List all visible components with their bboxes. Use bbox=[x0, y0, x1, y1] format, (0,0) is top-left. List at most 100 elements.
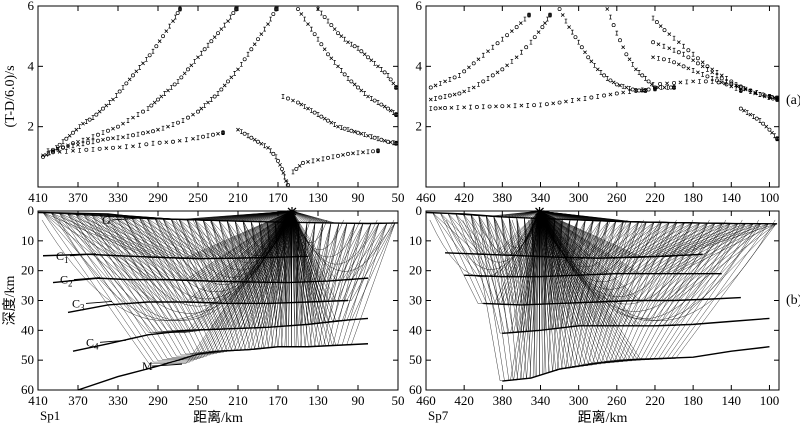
observed-point bbox=[149, 103, 154, 108]
error-bar-point bbox=[263, 143, 266, 149]
error-bar-point bbox=[672, 35, 676, 41]
calculated-point bbox=[627, 57, 632, 62]
calculated-point bbox=[316, 7, 320, 11]
observed-point bbox=[242, 57, 247, 62]
calculated-point bbox=[462, 105, 467, 110]
error-bar-point bbox=[513, 103, 517, 109]
observed-point bbox=[319, 42, 324, 47]
y-tick-label: 4 bbox=[28, 58, 35, 73]
scatter-series bbox=[51, 130, 225, 155]
diving-ray bbox=[539, 210, 759, 321]
diving-ray bbox=[276, 210, 293, 235]
shot-point-marker bbox=[287, 207, 297, 216]
observed-point bbox=[672, 85, 677, 90]
error-bar-point bbox=[316, 112, 320, 117]
observed-point bbox=[686, 48, 691, 53]
y-tick-label: 10 bbox=[21, 233, 34, 248]
calculated-point bbox=[111, 136, 115, 141]
error-bar-point bbox=[481, 52, 485, 58]
observed-point bbox=[212, 94, 217, 99]
error-bar-point bbox=[546, 16, 549, 22]
observed-point bbox=[131, 73, 135, 78]
x-tick-label: 100 bbox=[760, 393, 780, 408]
calculated-point bbox=[111, 97, 115, 102]
layer-label-g: G bbox=[102, 213, 143, 227]
y-tick-label: 20 bbox=[21, 263, 34, 278]
error-bar-point bbox=[631, 61, 635, 67]
scatter-series bbox=[291, 148, 380, 175]
x-tick-label: 260 bbox=[607, 393, 627, 408]
calculated-point bbox=[66, 143, 70, 148]
x-axis-title: 距离/km bbox=[193, 409, 243, 426]
calculated-point bbox=[443, 79, 447, 84]
calculated-point bbox=[252, 42, 257, 47]
observed-point bbox=[249, 135, 254, 140]
calculated-point bbox=[651, 55, 655, 60]
calculated-point bbox=[111, 126, 115, 131]
calculated-point bbox=[191, 136, 195, 141]
calculated-point bbox=[462, 89, 467, 94]
error-bar-point bbox=[520, 49, 523, 55]
observed-point bbox=[447, 93, 452, 98]
observed-point bbox=[738, 106, 743, 111]
calculated-point bbox=[686, 66, 691, 71]
calculated-point bbox=[177, 138, 182, 143]
calculated-point bbox=[536, 30, 541, 35]
observed-point bbox=[329, 23, 334, 28]
calculated-point bbox=[352, 82, 357, 87]
y-tick-label: 2 bbox=[28, 119, 35, 134]
error-bar-point bbox=[662, 43, 666, 49]
shot-point-label: Sp7 bbox=[428, 408, 449, 423]
calculated-point bbox=[97, 109, 102, 114]
error-bar-point bbox=[310, 108, 313, 113]
calculated-point bbox=[388, 108, 393, 113]
observed-point bbox=[548, 13, 552, 17]
panel-a-right: 460 420 380 340 300 260 220 180 140 100 2 4 6 bbox=[416, 0, 780, 205]
calculated-point bbox=[376, 148, 380, 153]
calculated-point bbox=[634, 67, 638, 72]
layer-leader-line bbox=[99, 339, 127, 343]
observed-point bbox=[668, 85, 673, 90]
error-bar-point bbox=[283, 174, 286, 180]
observed-point bbox=[312, 110, 317, 115]
calculated-point bbox=[560, 13, 565, 17]
observed-point bbox=[654, 20, 659, 25]
diving-ray bbox=[291, 210, 328, 243]
error-bar-point bbox=[701, 72, 704, 77]
error-bar-point bbox=[203, 103, 206, 108]
observed-point bbox=[573, 35, 578, 40]
layer-label-text: C4 bbox=[86, 335, 99, 351]
calculated-point bbox=[676, 62, 681, 67]
calculated-point bbox=[583, 50, 587, 55]
layer-label-c4: C4 bbox=[86, 335, 127, 351]
x-tick-label: 130 bbox=[308, 393, 328, 408]
error-bar-point bbox=[363, 132, 366, 138]
error-bar-point bbox=[71, 143, 75, 149]
error-bar-point bbox=[370, 96, 373, 101]
observed-point bbox=[557, 100, 562, 105]
x-tick-label: 410 bbox=[28, 190, 48, 205]
observed-point bbox=[719, 76, 724, 81]
calculated-point bbox=[134, 69, 139, 74]
calculated-point bbox=[748, 88, 753, 93]
x-tick-label: 140 bbox=[722, 393, 742, 408]
error-bar-point bbox=[311, 158, 315, 164]
observed-point bbox=[724, 82, 729, 87]
error-bar-point bbox=[373, 60, 376, 66]
observed-point bbox=[256, 37, 260, 42]
error-bar-point bbox=[773, 133, 776, 139]
observed-point bbox=[356, 85, 360, 90]
error-bar-point bbox=[685, 79, 689, 85]
observed-point bbox=[540, 25, 545, 30]
observed-point bbox=[637, 88, 642, 93]
y-tick-label: 0 bbox=[416, 203, 423, 218]
layer-label-text: M bbox=[142, 359, 153, 373]
ray-paths bbox=[429, 210, 777, 381]
observed-point bbox=[738, 88, 743, 93]
calculated-point bbox=[656, 85, 661, 90]
calculated-point bbox=[505, 63, 509, 68]
diving-ray bbox=[539, 210, 579, 246]
observed-point bbox=[294, 166, 299, 171]
calculated-point bbox=[152, 100, 157, 105]
